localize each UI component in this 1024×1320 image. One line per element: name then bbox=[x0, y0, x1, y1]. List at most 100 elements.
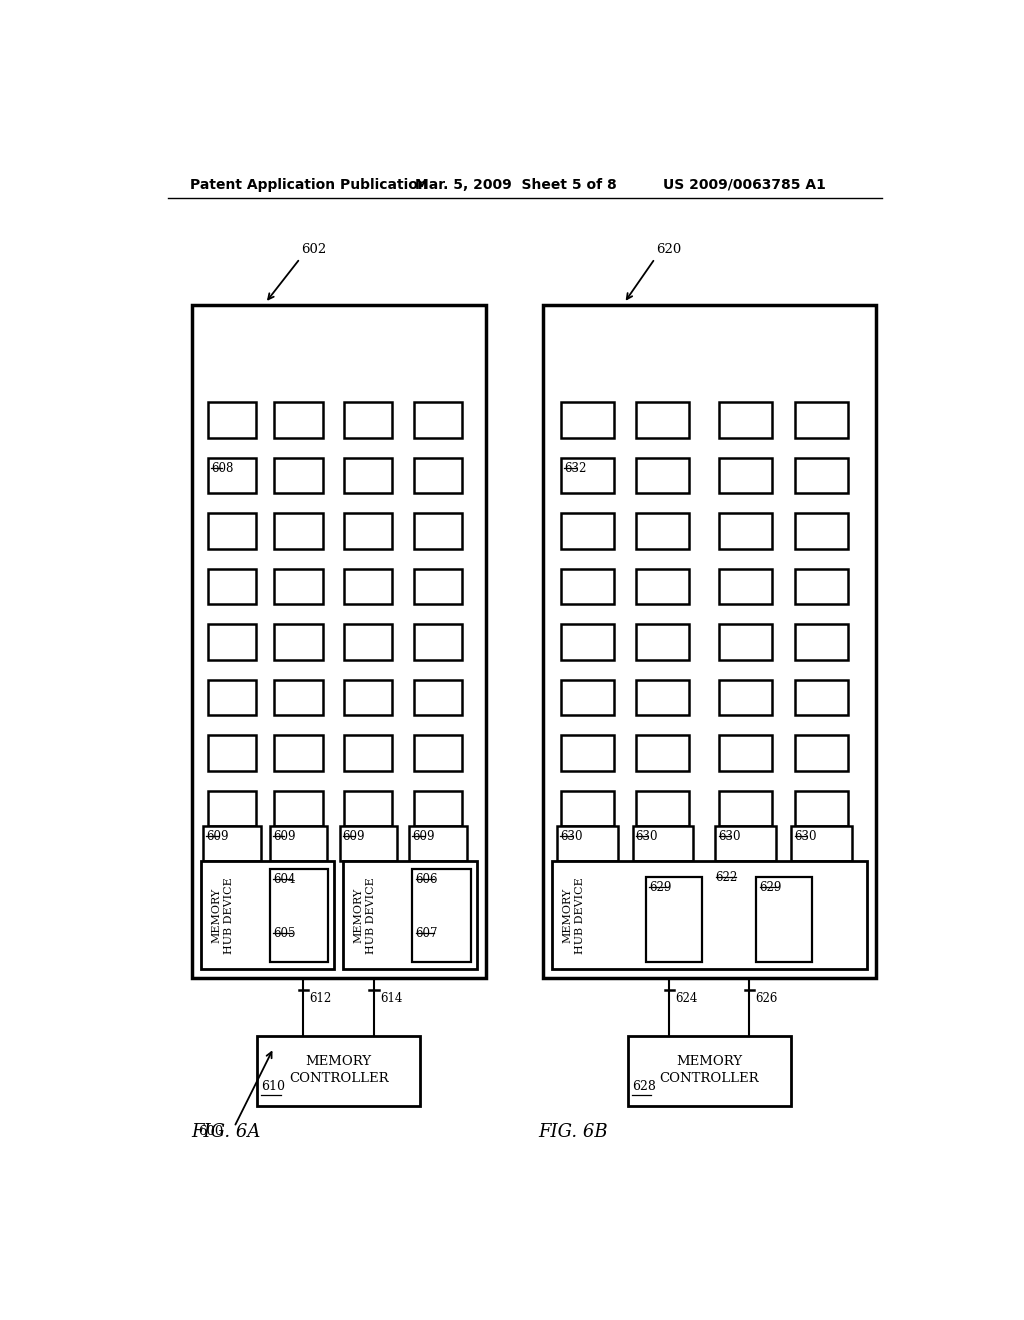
Bar bbox=[561, 403, 614, 438]
Text: Patent Application Publication: Patent Application Publication bbox=[190, 178, 428, 191]
Bar bbox=[414, 680, 462, 715]
Bar bbox=[561, 791, 614, 826]
Bar bbox=[208, 791, 256, 826]
Bar bbox=[716, 826, 776, 862]
Bar bbox=[719, 680, 772, 715]
Bar bbox=[636, 735, 689, 771]
Text: 624: 624 bbox=[676, 991, 697, 1005]
Text: CONTROLLER: CONTROLLER bbox=[289, 1072, 389, 1085]
Text: 606: 606 bbox=[416, 873, 438, 886]
Bar bbox=[628, 1036, 791, 1106]
Bar bbox=[719, 735, 772, 771]
Bar bbox=[201, 862, 334, 969]
Bar bbox=[344, 403, 392, 438]
Bar bbox=[633, 826, 693, 862]
Bar bbox=[413, 869, 471, 961]
Bar bbox=[561, 624, 614, 660]
Bar bbox=[561, 735, 614, 771]
Bar bbox=[792, 826, 852, 862]
Bar bbox=[191, 305, 486, 978]
Bar bbox=[796, 791, 848, 826]
Text: 630: 630 bbox=[636, 830, 658, 843]
Text: 614: 614 bbox=[380, 991, 402, 1005]
Bar bbox=[344, 791, 392, 826]
Bar bbox=[274, 680, 323, 715]
Bar bbox=[719, 569, 772, 605]
Bar bbox=[414, 624, 462, 660]
Bar bbox=[208, 735, 256, 771]
Bar bbox=[414, 513, 462, 549]
Bar bbox=[796, 403, 848, 438]
Bar bbox=[208, 680, 256, 715]
Text: MEMORY
HUB DEVICE: MEMORY HUB DEVICE bbox=[211, 876, 233, 953]
Text: 605: 605 bbox=[273, 927, 296, 940]
Bar bbox=[636, 624, 689, 660]
Bar bbox=[557, 826, 617, 862]
Text: 626: 626 bbox=[756, 991, 778, 1005]
Bar bbox=[796, 513, 848, 549]
Bar bbox=[719, 624, 772, 660]
Text: CONTROLLER: CONTROLLER bbox=[659, 1072, 759, 1085]
Bar bbox=[344, 624, 392, 660]
Text: 630: 630 bbox=[560, 830, 583, 843]
Text: 604: 604 bbox=[273, 873, 296, 886]
Text: 609: 609 bbox=[273, 830, 296, 843]
Bar bbox=[208, 624, 256, 660]
Bar bbox=[414, 458, 462, 494]
Bar bbox=[208, 403, 256, 438]
Bar bbox=[274, 458, 323, 494]
Bar bbox=[274, 569, 323, 605]
Bar bbox=[636, 403, 689, 438]
Bar bbox=[636, 791, 689, 826]
Text: 628: 628 bbox=[632, 1080, 655, 1093]
Text: 608: 608 bbox=[211, 462, 233, 475]
Text: 609: 609 bbox=[413, 830, 435, 843]
Bar bbox=[274, 735, 323, 771]
Bar bbox=[414, 791, 462, 826]
Bar bbox=[543, 305, 876, 978]
Text: 622: 622 bbox=[716, 871, 738, 883]
Text: 629: 629 bbox=[760, 880, 782, 894]
Bar bbox=[208, 569, 256, 605]
Bar bbox=[274, 791, 323, 826]
Bar bbox=[719, 403, 772, 438]
Bar bbox=[561, 680, 614, 715]
Text: MEMORY
HUB DEVICE: MEMORY HUB DEVICE bbox=[354, 876, 377, 953]
Bar bbox=[796, 680, 848, 715]
Text: MEMORY: MEMORY bbox=[676, 1055, 742, 1068]
Bar bbox=[410, 826, 467, 862]
Bar bbox=[796, 735, 848, 771]
Bar bbox=[636, 569, 689, 605]
Bar bbox=[796, 569, 848, 605]
Text: FIG. 6B: FIG. 6B bbox=[539, 1123, 608, 1142]
Text: 620: 620 bbox=[656, 243, 682, 256]
Bar bbox=[344, 569, 392, 605]
Bar bbox=[719, 513, 772, 549]
Text: MEMORY: MEMORY bbox=[306, 1055, 372, 1068]
Bar bbox=[340, 826, 397, 862]
Text: FIG. 6A: FIG. 6A bbox=[191, 1123, 261, 1142]
Text: 610: 610 bbox=[261, 1080, 286, 1093]
Bar bbox=[203, 826, 260, 862]
Text: 609: 609 bbox=[206, 830, 228, 843]
Bar bbox=[414, 735, 462, 771]
Bar bbox=[270, 826, 328, 862]
Text: 629: 629 bbox=[649, 880, 672, 894]
Bar bbox=[561, 458, 614, 494]
Bar bbox=[796, 458, 848, 494]
Bar bbox=[636, 680, 689, 715]
Bar bbox=[561, 513, 614, 549]
Text: 600: 600 bbox=[198, 1125, 223, 1138]
Bar bbox=[257, 1036, 420, 1106]
Text: 612: 612 bbox=[309, 991, 332, 1005]
Text: MEMORY
HUB DEVICE: MEMORY HUB DEVICE bbox=[562, 876, 585, 953]
Text: 630: 630 bbox=[719, 830, 741, 843]
Bar bbox=[208, 513, 256, 549]
Text: 602: 602 bbox=[302, 243, 327, 256]
Bar bbox=[274, 624, 323, 660]
Text: Mar. 5, 2009  Sheet 5 of 8: Mar. 5, 2009 Sheet 5 of 8 bbox=[415, 178, 616, 191]
Bar bbox=[636, 513, 689, 549]
Bar bbox=[414, 403, 462, 438]
Bar bbox=[561, 569, 614, 605]
Bar bbox=[208, 458, 256, 494]
